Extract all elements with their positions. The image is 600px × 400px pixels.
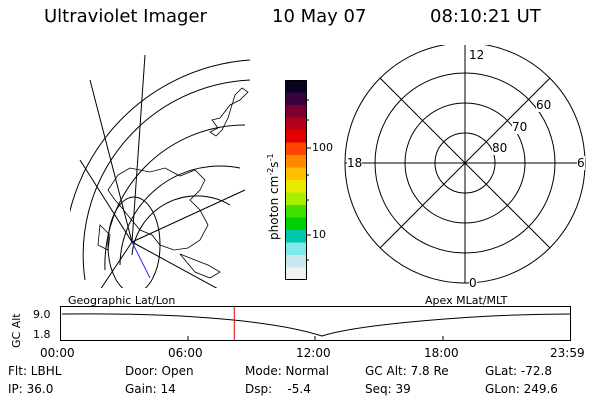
latitude-arc [131,195,231,256]
time-tick-1800: 18:00 [424,346,459,360]
coastline [209,87,249,137]
altitude-timeline-plot [60,306,571,341]
status-ip: IP: 36.0 [8,382,54,396]
coastline [179,253,221,279]
latitude-arc [70,59,251,213]
meridian-line [79,159,133,243]
latitude-arc [119,165,241,266]
time-tick-0000: 00:00 [40,346,75,360]
meridian-line [131,54,146,243]
status-glat: GLat: -72.8 [485,364,552,378]
colorbar-tick-100: 100 [312,141,333,154]
mlt-label-right: 6 [577,156,585,170]
date-label: 10 May 07 [272,6,367,27]
altitude-ytick-9: 9.0 [33,308,51,321]
status-filter: Flt: LBHL [8,364,62,378]
altitude-ylabel: GC Alt [10,313,23,348]
time-label: 08:10:21 UT [430,6,541,27]
orbit-track [131,241,151,279]
right-map-caption: Apex MLat/MLT [425,294,508,307]
left-map-caption: Geographic Lat/Lon [68,294,176,307]
status-gain: Gain: 14 [125,382,176,396]
status-glon: GLon: 249.6 [485,382,558,396]
altitude-ytick-1-8: 1.8 [33,328,51,341]
colorbar-tick-10: 10 [312,228,326,241]
status-dsp: Dsp: -5.4 [245,382,311,396]
status-gc-alt: GC Alt: 7.8 Re [365,364,449,378]
time-tick-0600: 06:00 [168,346,203,360]
status-seq: Seq: 39 [365,382,411,396]
intensity-colorbar [285,80,307,280]
time-tick-2359: 23:59 [550,346,585,360]
status-mode: Mode: Normal [245,364,329,378]
coastline [107,167,209,251]
colorbar-ticks [285,80,311,280]
meridian-line [100,241,133,288]
meridian-line [131,189,246,243]
mlt-label-bottom: 0 [469,276,477,290]
mlt-diagonal [379,77,551,249]
meridian-line [131,241,218,288]
latitude-arc [82,79,251,281]
mlat-label-70: 70 [512,120,528,134]
altitude-curve [61,313,571,337]
time-tick-1200: 12:00 [296,346,331,360]
geographic-map [70,54,251,288]
status-door: Door: Open [125,364,194,378]
mlat-label-60: 60 [536,98,552,112]
mlat-label-80: 80 [492,141,508,155]
colorbar-unit-label: photon cm-2s-1 [266,153,281,240]
mlt-label-left: 18 [347,156,363,170]
mlt-label-top: 12 [469,48,485,62]
meridian-line [89,79,133,243]
latitude-arc [104,124,246,271]
instrument-title: Ultraviolet Imager [44,6,207,27]
field-of-view-outline [107,196,161,288]
magnetic-polar-plot [344,45,586,284]
